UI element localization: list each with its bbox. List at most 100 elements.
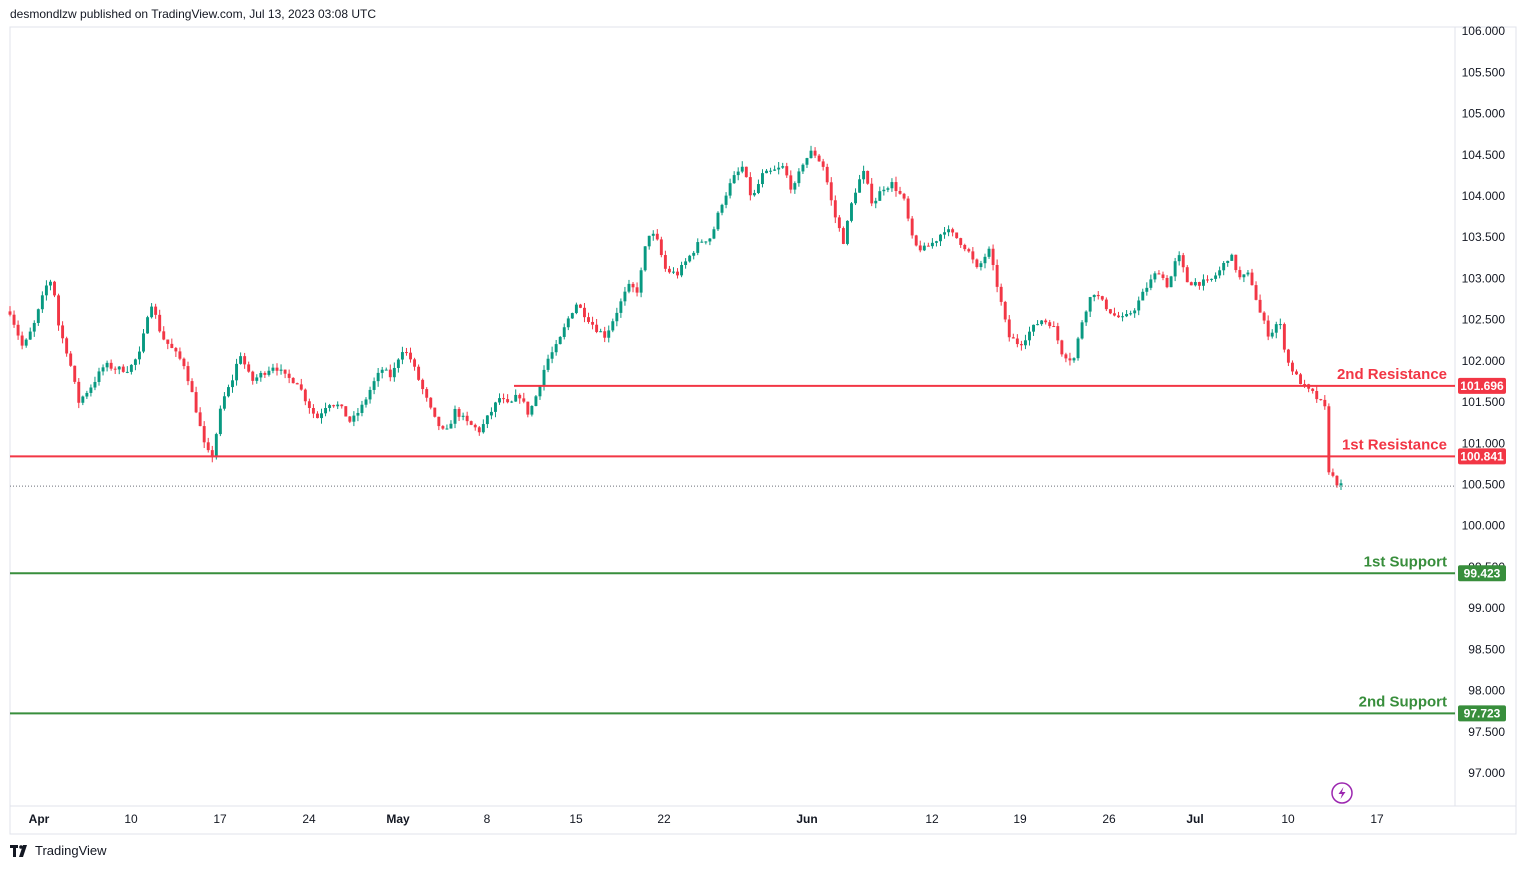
- candle-body: [243, 356, 247, 365]
- candle-body: [566, 318, 570, 328]
- candle-body: [384, 369, 388, 371]
- candle-body: [101, 367, 105, 372]
- candle-body: [611, 321, 615, 331]
- candle-body: [744, 166, 748, 178]
- candle-body: [1290, 362, 1294, 372]
- y-tick-label: 99.000: [1468, 601, 1505, 615]
- candle-body: [643, 246, 647, 271]
- candle-body: [1064, 354, 1068, 359]
- candle-body: [376, 372, 380, 382]
- candle-body: [773, 169, 777, 171]
- candle-body: [732, 175, 736, 184]
- candle-body: [8, 311, 12, 315]
- candle-body: [1173, 261, 1177, 277]
- candle-body: [1222, 262, 1226, 271]
- chart-frame: [9, 26, 1517, 835]
- candle-body: [20, 335, 24, 346]
- candle-body: [862, 170, 866, 180]
- y-tick-label: 98.000: [1468, 684, 1505, 698]
- candle-body: [1153, 273, 1157, 280]
- candle-body: [837, 217, 841, 229]
- candle-body: [247, 364, 251, 372]
- tradingview-brand[interactable]: TradingView: [10, 843, 107, 858]
- candle-body: [825, 166, 829, 183]
- level-label: 1st Resistance: [1342, 436, 1447, 453]
- candle-body: [995, 264, 999, 287]
- candle-body: [1161, 274, 1165, 278]
- lightning-icon[interactable]: [1331, 782, 1353, 804]
- candle-body: [81, 396, 85, 403]
- candle-body: [918, 245, 922, 251]
- candle-body: [267, 370, 271, 375]
- candle-body: [1080, 322, 1084, 339]
- candle-body: [125, 371, 129, 373]
- candle-body: [1088, 297, 1092, 312]
- candle-body: [453, 408, 457, 424]
- candle-body: [1040, 320, 1044, 325]
- candle-body: [955, 232, 959, 239]
- candle-body: [926, 245, 930, 247]
- candle-body: [105, 362, 109, 368]
- candle-body: [239, 356, 243, 364]
- candle-body: [1036, 324, 1040, 326]
- level-label: 1st Support: [1364, 553, 1447, 570]
- candle-body: [146, 317, 150, 334]
- candle-body: [1100, 296, 1104, 300]
- candle-body: [615, 312, 619, 322]
- price-axis[interactable]: 97.00097.50098.00098.50099.00099.500100.…: [1462, 24, 1506, 780]
- candle-body: [469, 421, 473, 425]
- candle-body: [1108, 309, 1112, 314]
- candle-body: [1141, 291, 1145, 301]
- candle-body: [882, 189, 886, 192]
- candle-body: [388, 369, 392, 378]
- candle-body: [1117, 315, 1120, 318]
- y-tick-label: 105.500: [1462, 65, 1506, 79]
- candle-body: [437, 416, 441, 427]
- candle-body: [1125, 314, 1129, 317]
- candle-body: [756, 184, 760, 194]
- candle-body: [53, 281, 56, 296]
- candle-body: [655, 233, 659, 240]
- candle-body: [340, 404, 344, 407]
- support-resistance-levels: 2nd Resistance 101.696 1st Resistance 100.8…: [10, 366, 1506, 722]
- candle-body: [603, 331, 607, 338]
- candle-body: [667, 268, 671, 273]
- candle-body: [1270, 332, 1274, 337]
- x-tick-label: 17: [213, 812, 227, 826]
- candle-body: [522, 398, 526, 402]
- candle-body: [724, 195, 728, 205]
- candle-body: [558, 336, 562, 345]
- candle-body: [939, 234, 942, 242]
- y-tick-label: 104.500: [1462, 148, 1506, 162]
- candle-body: [433, 407, 437, 417]
- candle-body: [623, 291, 627, 302]
- candle-body: [235, 363, 239, 381]
- candle-body: [902, 193, 906, 199]
- candle-body: [833, 200, 837, 218]
- time-axis[interactable]: Apr 10 17 24 May 8 15 22 Jun 12 19 26 Jul 10 17: [29, 812, 1384, 826]
- candle-body: [485, 415, 489, 425]
- candle-body: [1266, 320, 1270, 337]
- candle-body: [538, 386, 542, 397]
- candle-body: [1023, 340, 1027, 346]
- candle-body: [700, 241, 704, 243]
- candle-body: [890, 182, 894, 189]
- candle-body: [1060, 340, 1064, 355]
- candle-body: [550, 352, 554, 359]
- candle-body: [194, 392, 198, 413]
- candle-body: [1193, 282, 1197, 286]
- candle-body: [801, 164, 805, 172]
- candle-body: [1201, 279, 1205, 286]
- x-tick-label: 10: [1281, 812, 1295, 826]
- x-tick-label: Jun: [796, 812, 817, 826]
- candle-body: [1286, 349, 1290, 363]
- candle-body: [514, 394, 518, 402]
- x-tick-label: 15: [569, 812, 583, 826]
- candle-body: [769, 170, 773, 172]
- x-tick-label: 26: [1102, 812, 1116, 826]
- candle-body: [651, 233, 655, 236]
- candle-body: [999, 286, 1003, 302]
- candle-body: [809, 150, 813, 159]
- candle-body: [89, 387, 93, 393]
